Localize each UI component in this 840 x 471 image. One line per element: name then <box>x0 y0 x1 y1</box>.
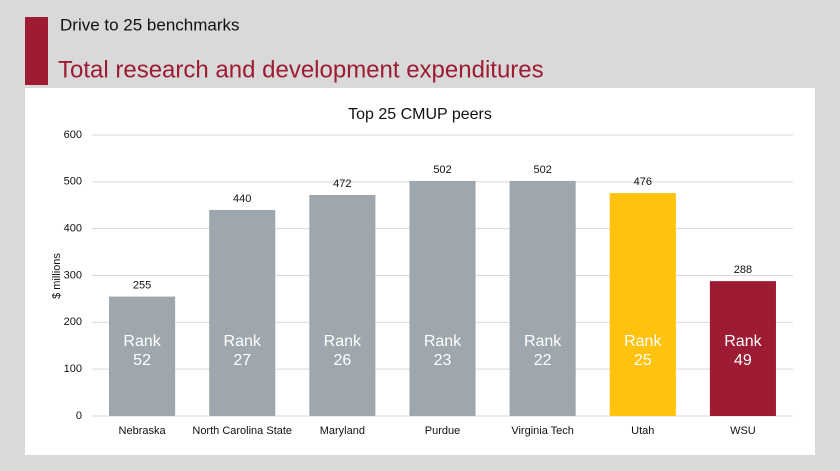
slide-title: Total research and development expenditu… <box>58 56 544 83</box>
x-tick-label: Purdue <box>425 425 460 437</box>
y-tick-label: 200 <box>64 316 82 328</box>
value-label: 502 <box>433 164 451 176</box>
rank-number: 23 <box>434 352 452 369</box>
rank-word: Rank <box>224 333 262 350</box>
x-tick-label: Maryland <box>320 425 365 437</box>
rank-number: 22 <box>534 352 552 369</box>
x-tick-label: North Carolina State <box>192 425 292 437</box>
y-tick-label: 0 <box>76 410 82 422</box>
rank-word: Rank <box>123 333 161 350</box>
rank-word: Rank <box>424 333 462 350</box>
rank-number: 26 <box>333 352 351 369</box>
value-label: 472 <box>333 178 351 190</box>
rank-number: 27 <box>233 352 251 369</box>
rank-word: Rank <box>524 333 562 350</box>
rank-number: 25 <box>634 352 652 369</box>
rank-number: 49 <box>734 352 752 369</box>
rank-word: Rank <box>324 333 362 350</box>
value-label: 476 <box>634 176 652 188</box>
bar <box>109 296 176 416</box>
bar <box>409 180 476 416</box>
y-tick-label: 600 <box>64 129 82 141</box>
y-tick-label: 400 <box>64 223 82 235</box>
x-tick-label: Nebraska <box>119 425 167 437</box>
x-tick-label: WSU <box>730 425 756 437</box>
bar <box>509 180 576 416</box>
y-tick-label: 500 <box>64 176 82 188</box>
y-tick-label: 100 <box>64 363 82 375</box>
value-label: 288 <box>734 264 752 276</box>
value-label: 255 <box>133 279 151 291</box>
bar <box>309 194 376 416</box>
bar <box>209 209 276 416</box>
value-label: 440 <box>233 193 251 205</box>
x-tick-label: Utah <box>631 425 654 437</box>
accent-bar <box>25 17 48 85</box>
rank-number: 52 <box>133 352 151 369</box>
bar <box>709 281 776 416</box>
rank-word: Rank <box>624 333 662 350</box>
value-label: 502 <box>533 164 551 176</box>
chart-title: Top 25 CMUP peers <box>348 106 492 123</box>
x-tick-label: Virginia Tech <box>511 425 574 437</box>
kicker: Drive to 25 benchmarks <box>60 15 240 34</box>
y-tick-label: 300 <box>64 269 82 281</box>
y-axis-label: $ millions <box>51 253 63 299</box>
bar <box>609 193 676 416</box>
rank-word: Rank <box>724 333 762 350</box>
